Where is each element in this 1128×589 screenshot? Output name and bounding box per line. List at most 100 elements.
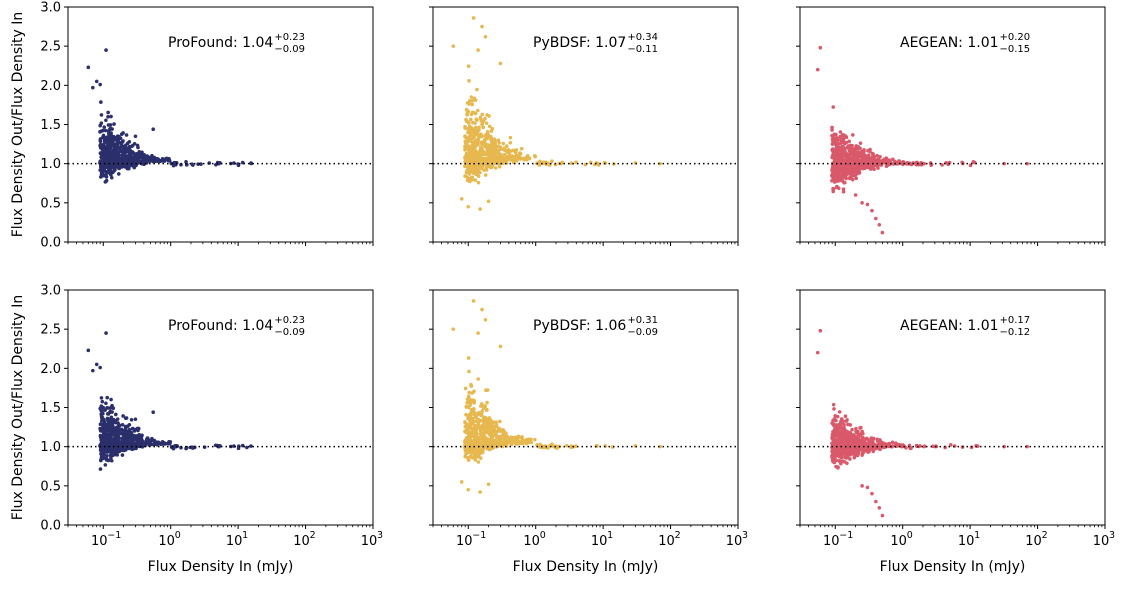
data-point [859,159,863,164]
data-point [144,437,149,442]
data-point [855,151,860,155]
x-tick-exponent: −1 [107,530,121,541]
data-point [101,173,106,178]
data-point [834,138,839,143]
data-point [500,434,504,438]
data-point [831,402,836,407]
data-point [840,165,845,170]
data-point [486,482,491,487]
data-point [137,434,142,438]
data-point [113,142,117,146]
data-point [465,113,470,117]
annotation-text: AEGEAN: 1.01 [900,318,999,334]
data-point [245,445,249,450]
data-point [493,140,498,144]
data-point [111,406,116,410]
data-point [199,162,203,166]
data-point [117,165,122,170]
data-point [502,430,507,435]
data-point [498,147,503,152]
data-point [887,441,892,446]
data-point [843,170,847,174]
data-point [98,82,102,87]
annotation-text: ProFound: 1.04 [168,35,273,51]
data-point [855,171,860,176]
data-point [127,422,132,427]
data-point [835,150,840,154]
data-point [830,147,835,151]
data-point [470,455,475,460]
data-point [466,128,471,132]
data-point [98,467,103,471]
data-point [865,202,870,207]
data-point [101,128,105,133]
data-point [466,64,471,68]
data-point [866,165,871,170]
data-point [830,137,835,141]
data-point [508,439,512,444]
data-point [102,150,107,154]
data-point [490,146,495,151]
data-point [497,426,501,431]
data-point [862,166,867,171]
data-point [845,451,850,456]
data-point [470,120,475,125]
data-point [476,108,480,113]
data-point [124,416,129,420]
data-point [473,152,478,156]
data-point [834,464,838,469]
data-point [467,414,472,418]
data-point [818,328,823,333]
x-tick-exponent: −1 [472,530,486,541]
data-point [108,139,112,143]
data-point [468,117,473,122]
data-point [874,499,878,504]
data-point [480,402,484,406]
data-point [140,155,144,160]
data-point [840,149,845,154]
data-point [117,172,121,176]
annotation-upper: +0.20 [1000,32,1031,43]
data-point [107,159,112,163]
data-point [479,140,484,144]
data-point [115,425,120,430]
data-point [899,161,904,165]
data-point [463,386,468,391]
data-point [485,145,489,150]
data-point [468,145,472,150]
data-point [830,165,835,170]
data-point [503,148,508,153]
data-point [172,160,177,165]
x-tick-exponent: 0 [540,530,546,541]
data-point [463,420,467,424]
data-point [157,159,162,164]
data-point [880,230,885,235]
data-point [466,204,471,209]
data-point [153,156,158,161]
data-point [106,406,111,410]
data-point [113,159,118,163]
data-point [99,396,104,400]
data-point [468,435,473,440]
data-point [470,110,475,115]
data-point [135,439,139,444]
data-point [490,442,495,446]
data-point [477,133,482,138]
data-point [884,158,889,163]
data-point [841,144,845,149]
data-point [478,151,483,156]
data-point [835,414,840,419]
data-point [841,187,846,192]
x-tick-label: 10 [658,534,675,549]
data-point [490,434,495,439]
data-point [846,438,851,443]
data-point [106,123,111,127]
data-point [480,440,485,445]
data-point [815,350,820,355]
data-point [130,426,135,431]
y-tick-label: 2.0 [40,362,61,377]
data-point [502,152,507,157]
x-tick-exponent: 3 [742,530,748,541]
data-point [115,417,120,421]
data-point [834,175,838,180]
